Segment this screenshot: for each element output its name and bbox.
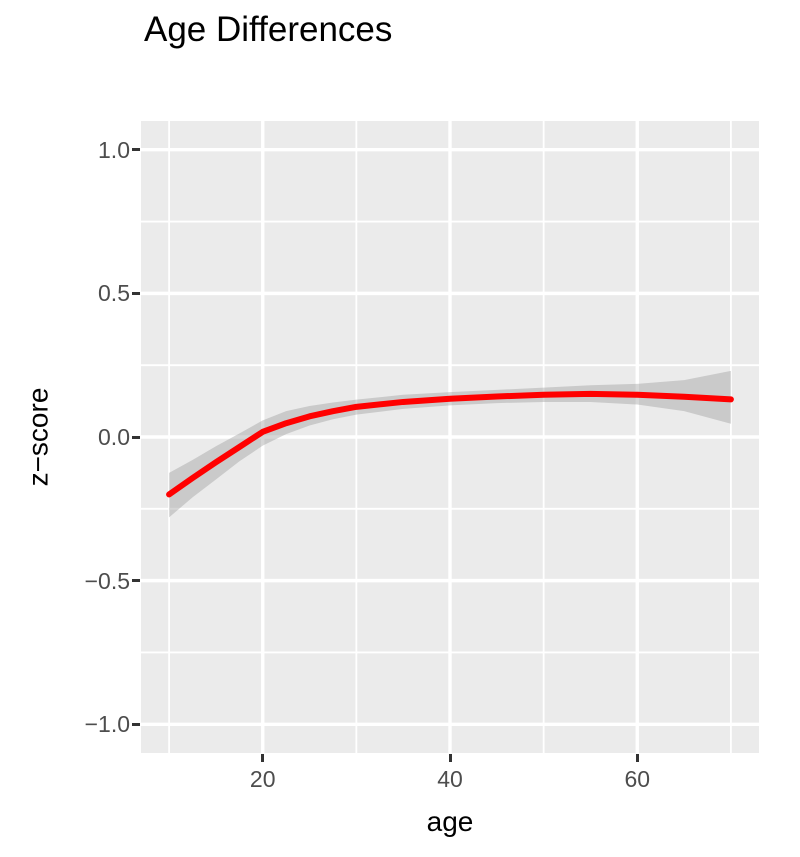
chart-title: Age Differences — [144, 10, 393, 49]
y-tick-mark — [132, 722, 140, 726]
x-tick-mark — [635, 754, 639, 762]
y-tick-label: 0.0 — [98, 424, 130, 450]
y-tick-mark — [132, 291, 140, 295]
y-tick-mark — [132, 148, 140, 152]
y-tick-label: −0.5 — [84, 567, 130, 594]
y-tick-label: 0.5 — [98, 280, 130, 307]
smoothed-line — [166, 390, 734, 498]
plot-panel — [141, 121, 759, 753]
confidence-band — [169, 370, 731, 518]
x-tick-mark — [261, 754, 265, 762]
x-tick-label: 60 — [624, 766, 651, 792]
x-axis-title: age — [426, 806, 474, 837]
y-tick-mark — [132, 435, 140, 439]
y-tick-label: 1.0 — [98, 136, 130, 163]
y-tick-mark — [132, 579, 140, 583]
y-tick-label: −1.0 — [84, 711, 130, 738]
x-tick-label: 40 — [437, 766, 463, 792]
x-tick-label: 20 — [249, 766, 276, 792]
x-tick-mark — [448, 754, 452, 762]
plot-canvas — [141, 121, 759, 753]
